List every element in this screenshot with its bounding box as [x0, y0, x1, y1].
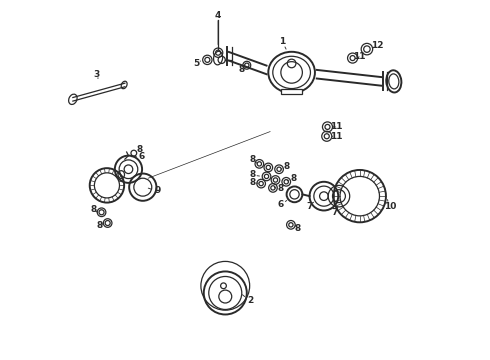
Text: 5: 5	[194, 59, 200, 68]
Text: 8: 8	[90, 205, 97, 214]
Text: 8: 8	[284, 162, 290, 171]
Text: 11: 11	[330, 122, 343, 131]
Text: 11: 11	[330, 132, 343, 141]
Text: 8: 8	[136, 145, 142, 154]
Text: 8: 8	[249, 178, 255, 187]
Text: 7: 7	[306, 202, 313, 211]
Text: 8: 8	[278, 184, 284, 193]
Text: 3: 3	[93, 70, 99, 79]
Text: 8: 8	[238, 65, 245, 74]
Text: 8: 8	[97, 221, 103, 230]
Text: 1: 1	[279, 37, 286, 46]
Text: 6: 6	[277, 200, 283, 209]
Text: 4: 4	[215, 10, 221, 19]
Text: 11: 11	[353, 52, 366, 61]
Text: 6: 6	[139, 152, 145, 161]
Text: 12: 12	[371, 41, 384, 50]
Text: 8: 8	[249, 155, 255, 164]
Text: 8: 8	[290, 174, 296, 183]
Text: 2: 2	[247, 296, 253, 305]
Text: 9: 9	[155, 186, 161, 195]
Text: 8: 8	[295, 224, 301, 233]
Bar	[281, 89, 302, 94]
Text: 8: 8	[249, 170, 255, 179]
Text: 7: 7	[331, 208, 338, 217]
Text: 10: 10	[385, 202, 397, 211]
